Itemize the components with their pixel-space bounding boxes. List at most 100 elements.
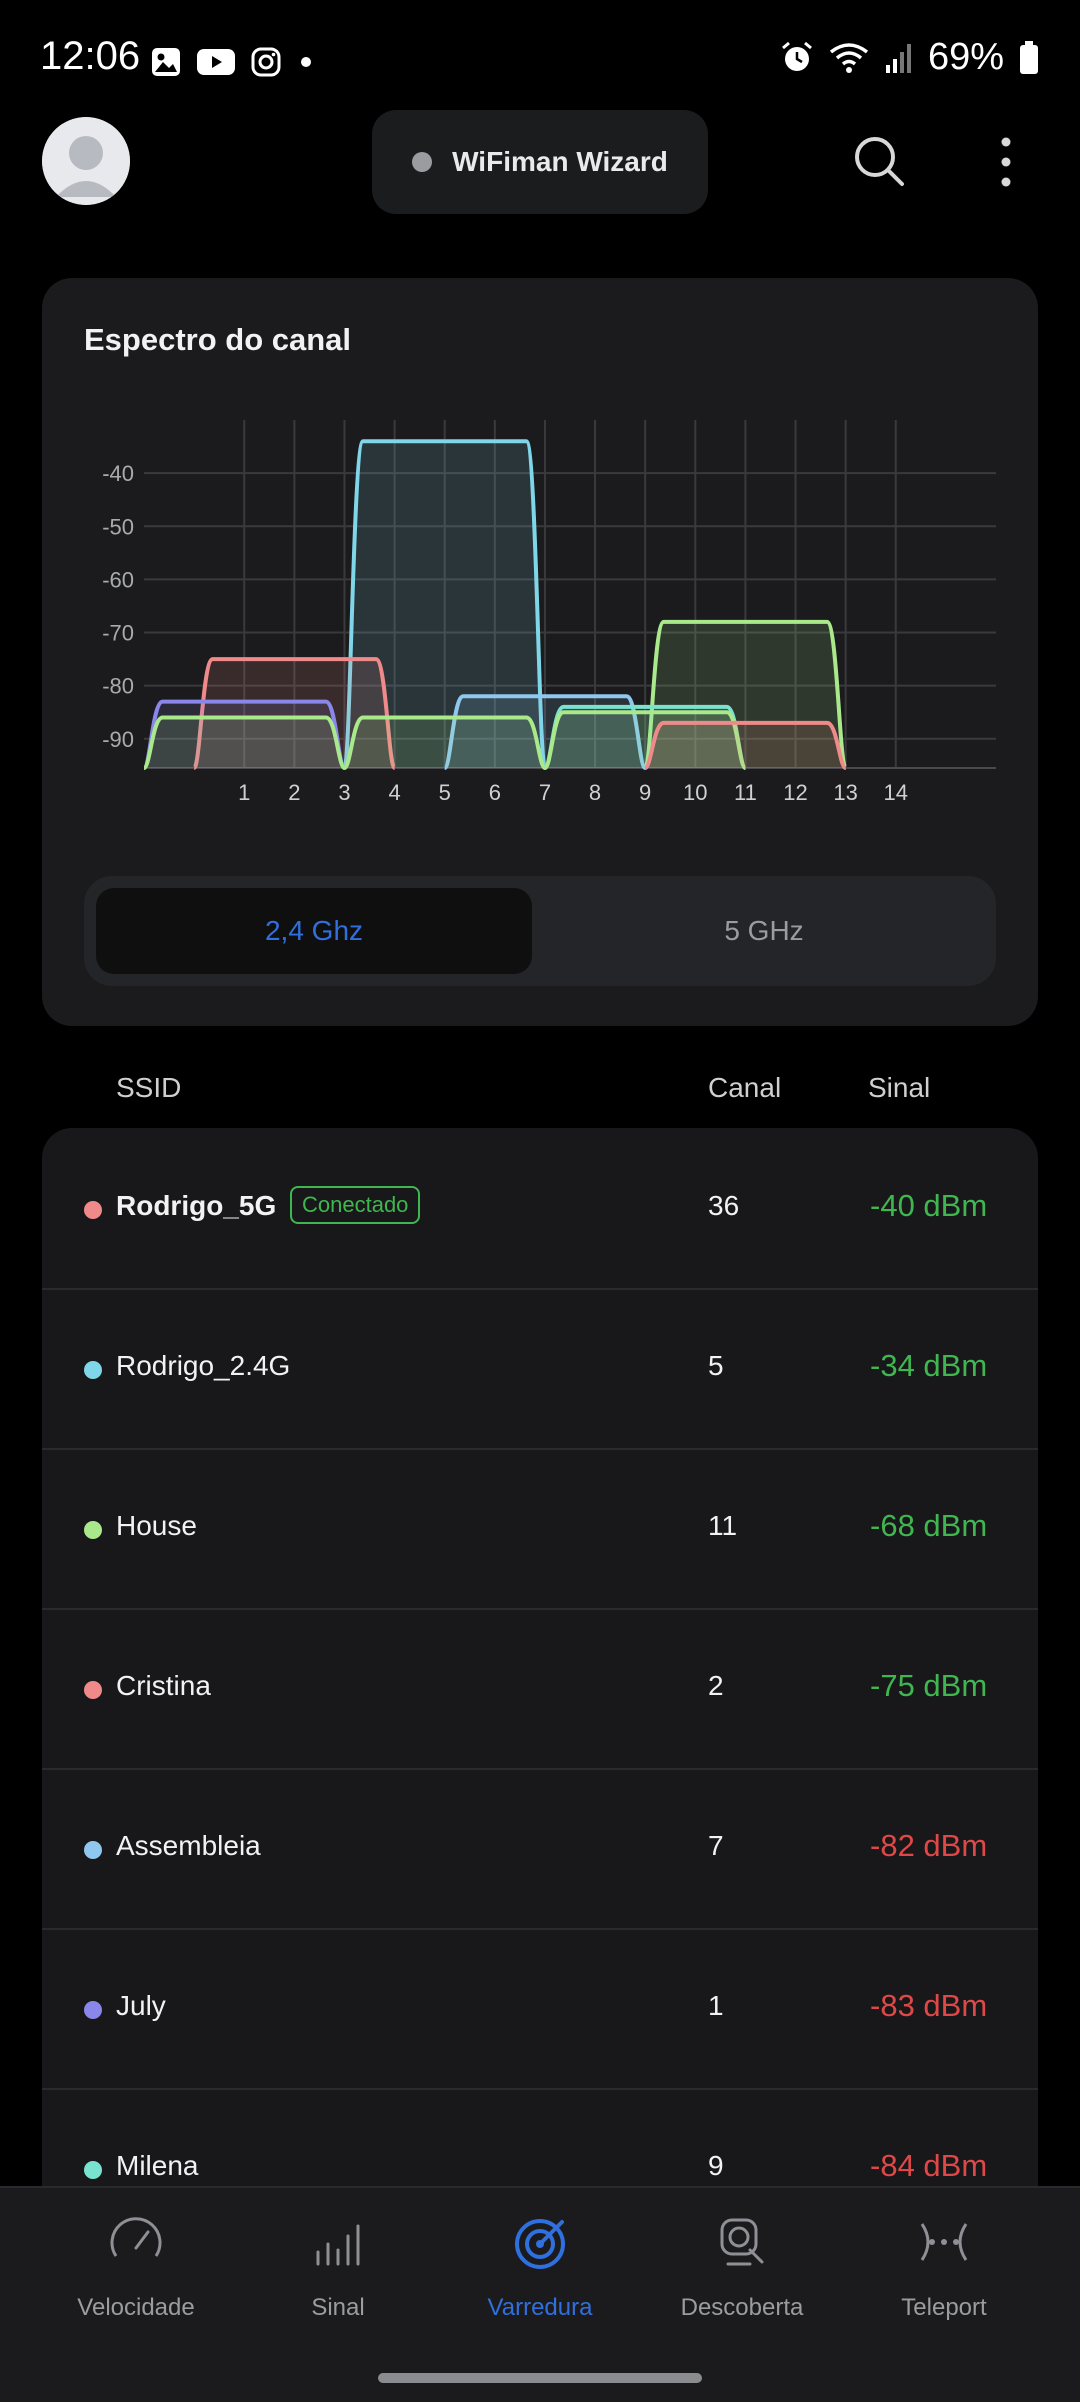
network-row[interactable]: Assembleia 7 -82 dBm (42, 1768, 1038, 1930)
spectrum-curve (542, 710, 748, 770)
nav-label: Velocidade (77, 2294, 195, 2321)
status-dot (412, 152, 433, 172)
network-color-dot (84, 1361, 102, 1379)
network-color-dot (84, 1841, 102, 1859)
speedometer-icon (110, 2217, 162, 2257)
avatar[interactable] (42, 117, 130, 205)
x-tick-label: 1 (238, 780, 250, 800)
battery-percentage: 69% (927, 36, 1004, 78)
x-tick-label: 14 (884, 780, 908, 800)
network-signal: -82 dBm (870, 1828, 988, 1863)
y-tick-label: -40 (102, 461, 134, 486)
network-channel: 7 (708, 1830, 724, 1861)
y-tick-label: -50 (102, 514, 134, 539)
nav-label: Varredura (487, 2294, 593, 2321)
network-row[interactable]: Rodrigo_5G Conectado 36 -40 dBm (42, 1128, 1038, 1290)
nav-label: Sinal (311, 2294, 365, 2321)
x-tick-label: 4 (388, 780, 400, 800)
nav-sinal[interactable]: Sinal (238, 2212, 438, 2362)
network-list: Rodrigo_5G Conectado 36 -40 dBm Rodrigo_… (42, 1128, 1038, 2188)
x-tick-label: 9 (639, 780, 651, 800)
network-ssid: Milena (116, 2150, 199, 2181)
network-ssid: House (116, 1510, 197, 1541)
more-options-icon[interactable] (992, 134, 1020, 190)
network-signal: -75 dBm (870, 1668, 988, 1703)
top-app-bar: WiFiman Wizard (0, 110, 1080, 270)
battery-icon (1020, 40, 1038, 74)
network-ssid: Cristina (116, 1670, 211, 1701)
x-tick-label: 11 (734, 780, 757, 800)
x-tick-label: 5 (439, 780, 451, 800)
nav-varredura[interactable]: Varredura (440, 2212, 640, 2362)
status-time: 12:06 (40, 34, 141, 78)
x-tick-label: 3 (338, 780, 350, 800)
spectrum-curve (643, 720, 848, 770)
x-tick-label: 13 (833, 780, 857, 800)
card-title: Espectro do canal (84, 322, 352, 357)
band-2-4ghz-tab[interactable]: 2,4 Ghz (96, 888, 532, 974)
wifiman-wizard-button[interactable]: WiFiman Wizard (372, 110, 708, 214)
wifi-icon (829, 42, 869, 73)
network-color-dot (84, 1521, 102, 1539)
channel-spectrum-card: Espectro do canal -40 -50 -60 -70 -80 -90 1 2 3 4… (42, 278, 1038, 1026)
spectrum-area-fill (344, 441, 545, 768)
nav-velocidade[interactable]: Velocidade (36, 2212, 236, 2362)
y-tick-label: -60 (102, 567, 134, 592)
network-row[interactable]: July 1 -83 dBm (42, 1928, 1038, 2090)
network-row[interactable]: House 11 -68 dBm (42, 1448, 1038, 1610)
network-color-dot (84, 2161, 102, 2179)
band-toggle: 2,4 Ghz 5 GHz (84, 876, 996, 986)
spectrum-curve (442, 694, 648, 770)
spectrum-area-fill (645, 722, 846, 768)
network-ssid: July (116, 1990, 166, 2021)
spectrum-curve (192, 657, 397, 770)
column-header-canal: Canal (708, 1072, 782, 1103)
x-tick-label: 12 (783, 780, 807, 800)
network-signal: -34 dBm (870, 1348, 988, 1383)
network-row[interactable]: Milena 9 -84 dBm (42, 2088, 1038, 2188)
network-channel: 5 (708, 1350, 724, 1381)
spectrum-curve (342, 715, 547, 770)
search-icon[interactable] (852, 134, 908, 190)
network-row[interactable]: Cristina 2 -75 dBm (42, 1608, 1038, 1770)
nav-descoberta[interactable]: Descoberta (642, 2212, 842, 2362)
x-tick-label: 6 (489, 780, 501, 800)
y-tick-label: -80 (102, 674, 134, 699)
x-tick-label: 10 (683, 780, 707, 800)
network-color-dot (84, 1201, 102, 1219)
x-tick-label: 8 (589, 780, 601, 800)
network-row[interactable]: Rodrigo_2.4G 5 -34 dBm (42, 1288, 1038, 1450)
youtube-icon (197, 49, 235, 75)
alarm-icon (781, 41, 812, 71)
radar-icon (515, 2219, 565, 2269)
gallery-icon (152, 48, 180, 76)
network-list-header: SSID Canal Sinal (0, 1058, 1080, 1118)
spectrum-area-fill (645, 621, 846, 768)
status-left-icons (150, 44, 316, 80)
status-bar: 12:06 (0, 0, 1080, 110)
spectrum-curve (643, 619, 848, 770)
device-search-icon (720, 2218, 764, 2266)
y-tick-label: -70 (102, 621, 134, 646)
column-header-sinal: Sinal (868, 1072, 931, 1103)
nav-teleport[interactable]: Teleport (844, 2212, 1044, 2362)
network-ssid: Rodrigo_5G (116, 1190, 277, 1221)
column-header-ssid: SSID (116, 1072, 182, 1103)
network-channel: 1 (708, 1990, 724, 2021)
nav-label: Descoberta (680, 2294, 804, 2321)
spectrum-curve (142, 715, 347, 770)
y-tick-label: -90 (102, 727, 134, 752)
wizard-label: WiFiman Wizard (452, 146, 668, 177)
notification-dot-icon (301, 57, 311, 67)
band-5ghz-tab[interactable]: 5 GHz (724, 915, 804, 946)
network-channel: 36 (708, 1190, 740, 1221)
network-channel: 2 (708, 1670, 724, 1701)
nav-label: Teleport (901, 2294, 987, 2321)
bottom-navigation: Velocidade Sinal Varredura Descoberta (0, 2186, 1080, 2402)
spectrum-area-fill (144, 717, 345, 768)
network-signal: -84 dBm (870, 2148, 988, 2183)
network-channel: 11 (708, 1510, 738, 1541)
spectrum-area-fill (544, 712, 746, 768)
spectrum-curve (342, 439, 547, 770)
home-indicator[interactable] (378, 2373, 702, 2383)
